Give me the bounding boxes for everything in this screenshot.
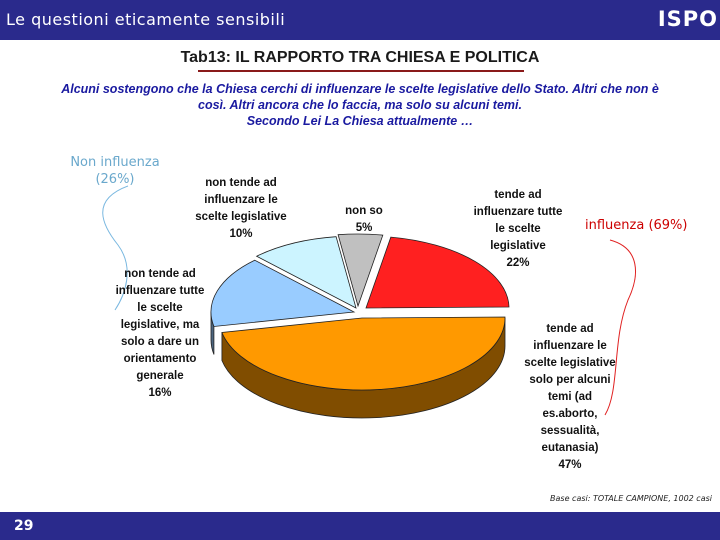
slice-label-no-influence: non tende ad influenzare le scelte legis… (195, 177, 287, 240)
question-line-3: Secondo Lei La Chiesa attualmente … (246, 114, 474, 128)
header-title: Le questioni eticamente sensibili (6, 10, 286, 29)
question-line-2: così. Altri ancora che lo faccia, ma sol… (198, 98, 522, 112)
header-divider (0, 40, 720, 42)
page-number: 29 (14, 518, 34, 534)
table-title: Tab13: IL RAPPORTO TRA CHIESA E POLITICA (180, 49, 540, 66)
slice-label-general-orientation: non tende ad influenzare tutte le scelte… (115, 268, 205, 399)
slice-general-orientation (210, 259, 356, 327)
slice-label-all-laws: tende ad influenzare tutte le scelte leg… (473, 189, 563, 269)
non-influenza-bracket (102, 185, 129, 311)
header-bar: Le questioni eticamente sensibili ISPO (0, 0, 720, 40)
table-title-underline (198, 70, 524, 72)
ispo-logo: ISPO (657, 7, 718, 31)
base-note: Base casi: TOTALE CAMPIONE, 1002 casi (550, 494, 712, 503)
slice-dont-know (337, 233, 384, 308)
slice-some-topics (221, 316, 506, 391)
group-label-influenza: influenza (69%) (585, 218, 688, 233)
question-text: Alcuni sostengono che la Chiesa cerchi d… (30, 81, 690, 129)
influenza-bracket (604, 239, 636, 416)
group-label-non-influenza: Non influenza (26%) (70, 155, 160, 187)
footer-bar: 29 (0, 512, 720, 540)
pie-tops (210, 233, 510, 391)
slice-label-dont-know: non so 5% (345, 205, 383, 234)
slice-label-some-topics: tende ad influenzare le scelte legislati… (524, 323, 616, 471)
slice-all-laws (365, 236, 510, 309)
question-line-1: Alcuni sostengono che la Chiesa cerchi d… (61, 82, 659, 96)
slice-no-influence (255, 236, 357, 309)
group-brackets (102, 185, 636, 416)
